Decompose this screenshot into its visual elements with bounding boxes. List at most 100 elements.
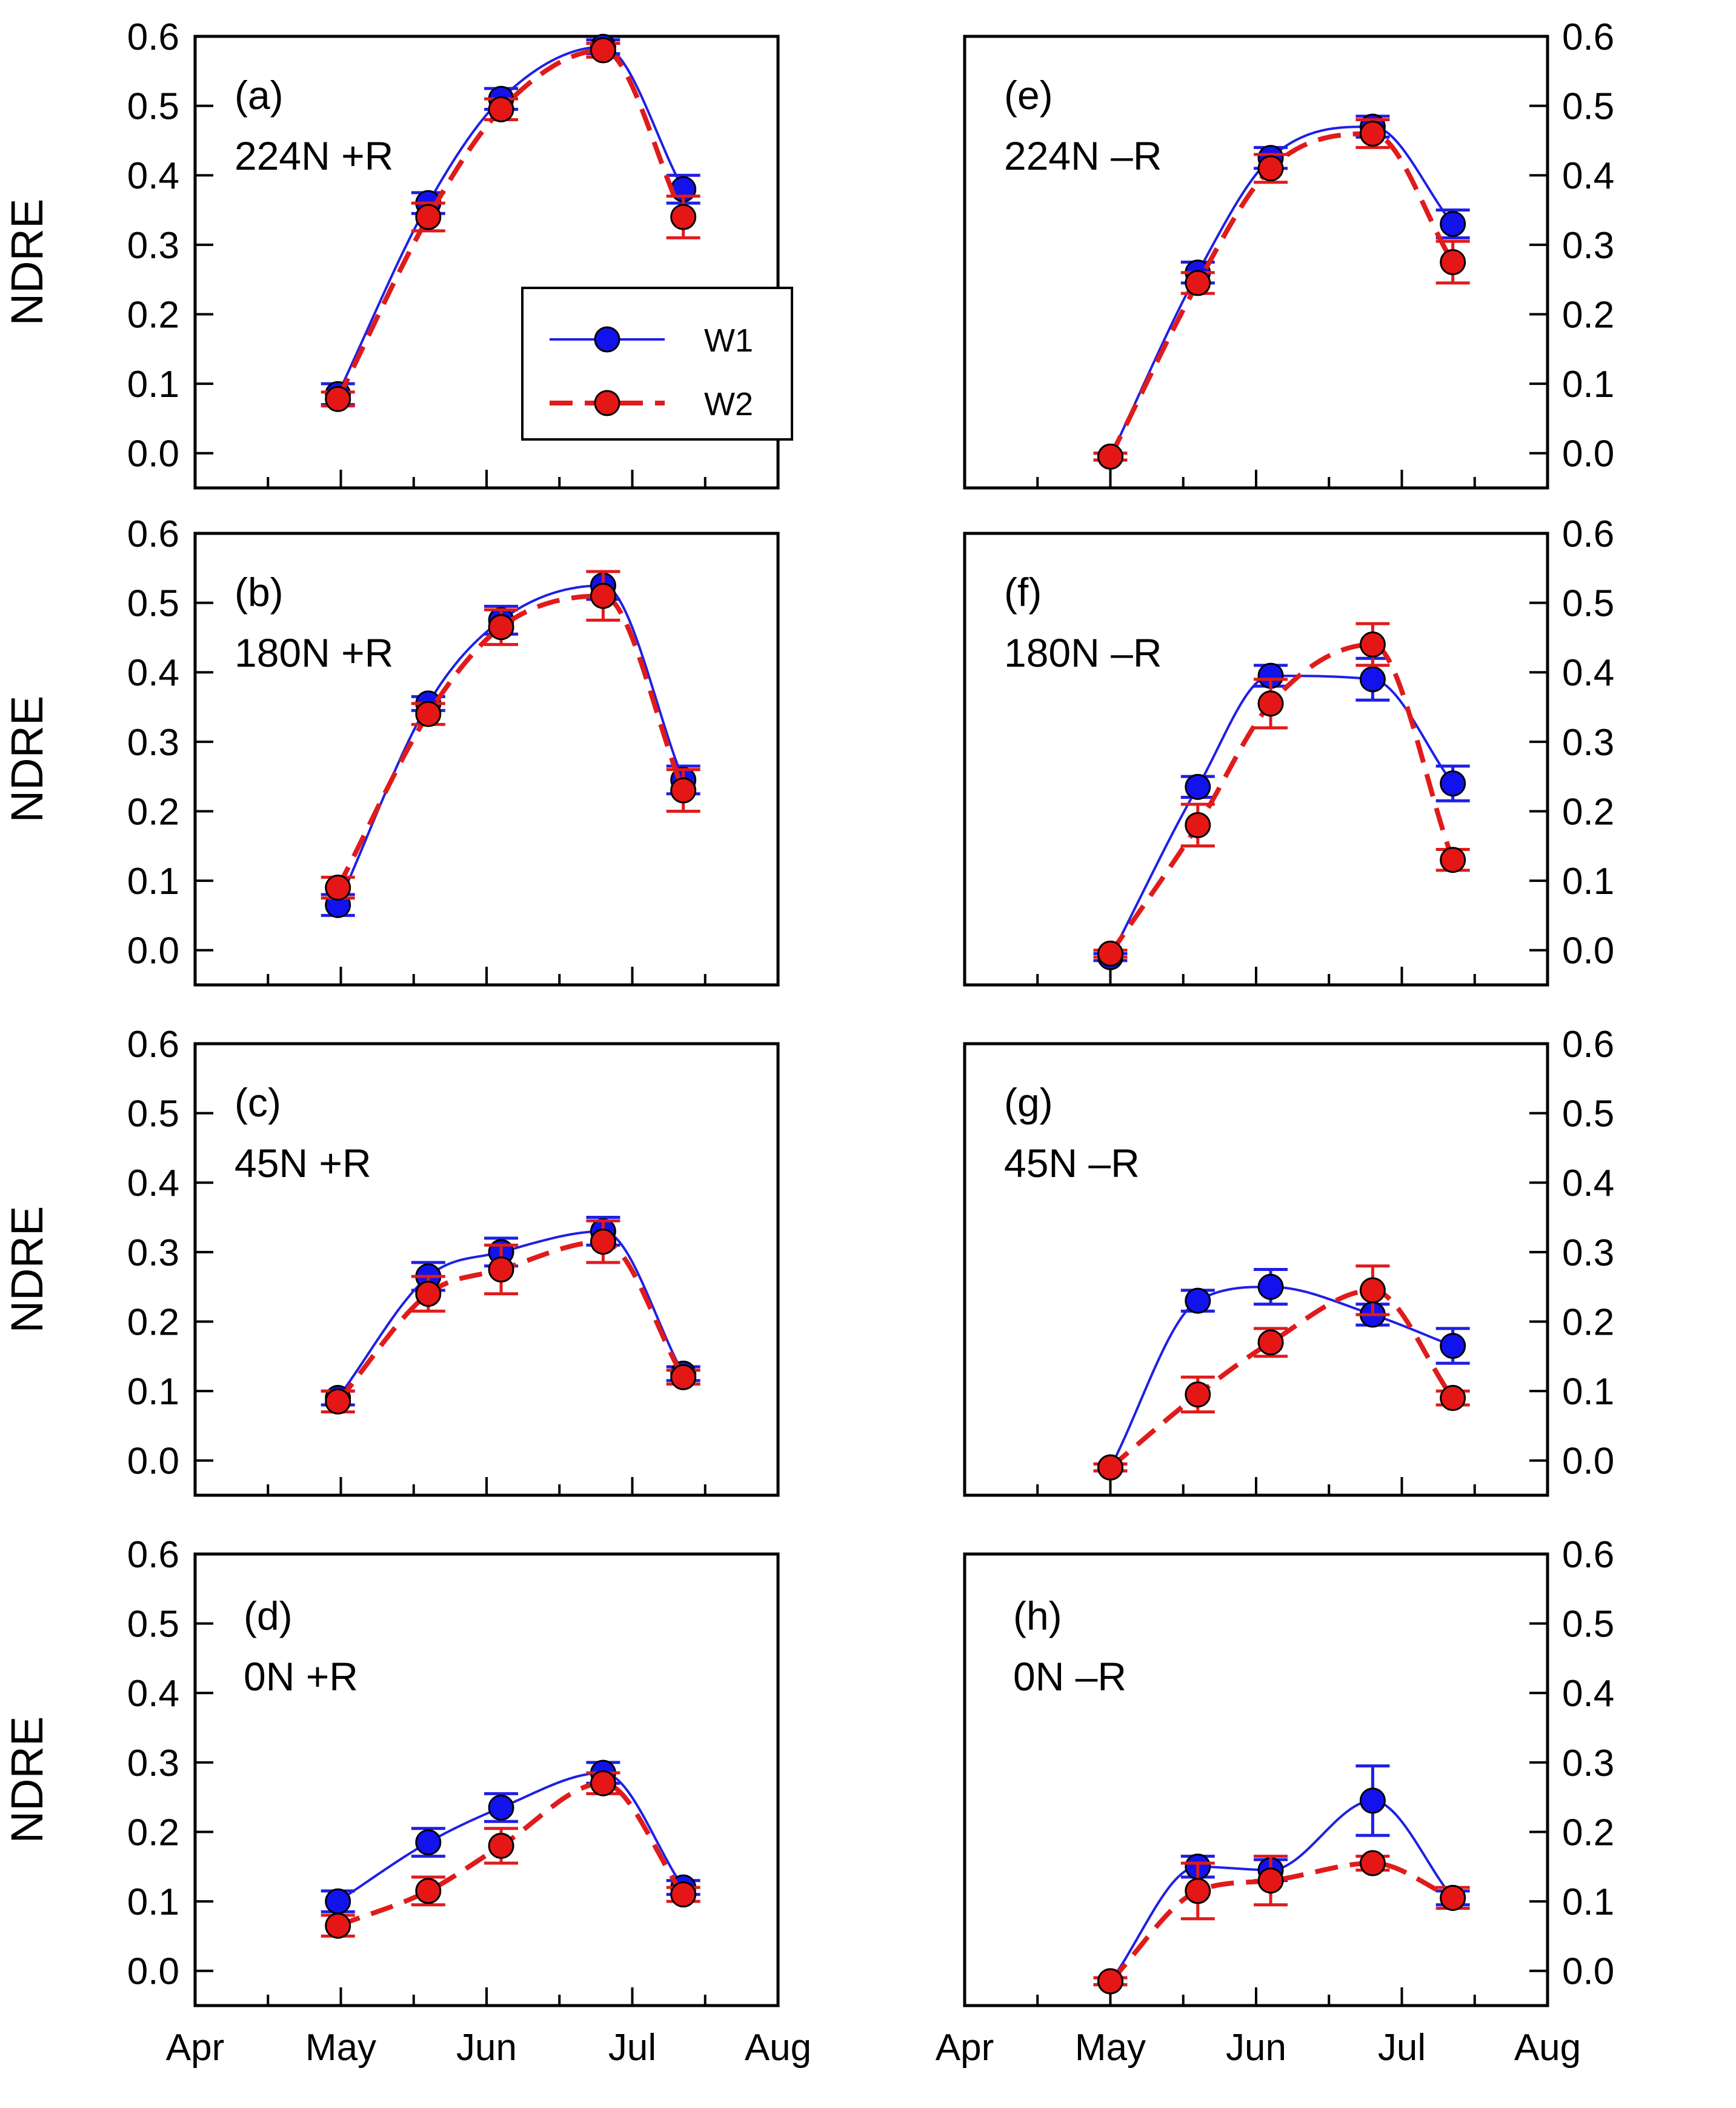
series-w1 xyxy=(1093,1268,1470,1481)
panel-label: (f) xyxy=(1004,570,1042,615)
y-tick-label: 0.0 xyxy=(127,1951,179,1993)
y-tick-label: 0.1 xyxy=(127,1881,179,1923)
y-tick-label: 0.1 xyxy=(127,1371,179,1413)
panel-label: (d) xyxy=(244,1593,293,1638)
y-tick-label: 0.2 xyxy=(127,1812,179,1853)
data-point xyxy=(1440,1333,1466,1359)
y-tick-label: 0.3 xyxy=(1562,225,1614,267)
y-axis-title: NDRE xyxy=(2,696,52,823)
y-tick-label: 0.4 xyxy=(127,155,179,197)
y-tick-label: 0.6 xyxy=(1562,16,1614,58)
data-point xyxy=(1440,770,1466,797)
y-tick-label: 0.2 xyxy=(127,294,179,336)
data-point xyxy=(1097,1968,1123,1995)
data-point xyxy=(488,96,514,122)
y-tick-label: 0.1 xyxy=(1562,364,1614,405)
data-point xyxy=(1359,631,1386,658)
y-tick-label: 0.3 xyxy=(127,722,179,764)
y-tick-label: 0.6 xyxy=(1562,1534,1614,1576)
y-tick-label: 0.2 xyxy=(127,1301,179,1343)
panel-label: (h) xyxy=(1013,1593,1062,1638)
legend-label: W1 xyxy=(704,322,753,359)
series-w2 xyxy=(321,570,700,901)
series-w2 xyxy=(1093,1264,1470,1481)
data-point xyxy=(1440,1385,1466,1412)
series-line xyxy=(337,1781,685,1928)
y-tick-label: 0.1 xyxy=(1562,861,1614,902)
data-point xyxy=(1359,1850,1386,1876)
data-point xyxy=(590,37,616,64)
y-tick-label: 0.3 xyxy=(127,225,179,267)
data-point xyxy=(1097,940,1123,967)
data-point xyxy=(1185,812,1211,838)
series-w2 xyxy=(1093,118,1470,470)
y-tick-label: 0.0 xyxy=(127,1441,179,1483)
y-tick-label: 0.2 xyxy=(1562,1301,1614,1343)
y-axis-title: NDRE xyxy=(2,1716,52,1844)
data-point xyxy=(1440,249,1466,275)
data-point xyxy=(325,1388,351,1415)
data-point xyxy=(325,875,351,901)
series-line xyxy=(336,593,686,889)
panel-f: 0.0 0.1 0.2 0.3 0.4 0.5 0.6 (f) 180N –R xyxy=(963,513,1614,987)
y-tick-label: 0.0 xyxy=(1562,1441,1614,1483)
x-tick-label: Jul xyxy=(608,2027,656,2069)
data-point xyxy=(1257,1867,1284,1894)
x-tick-label: Aug xyxy=(745,2027,811,2069)
panel-frame xyxy=(193,1042,780,1497)
series-w2 xyxy=(1093,622,1470,967)
y-tick-label: 0.6 xyxy=(1562,1024,1614,1066)
panel-b: 0.0 0.1 0.2 0.3 0.4 0.5 0.6 NDRE (b) 180N +R xyxy=(2,513,780,987)
treatment-label: 180N +R xyxy=(234,630,393,675)
x-tick-label: Apr xyxy=(936,2027,994,2069)
data-point xyxy=(325,385,351,412)
data-point xyxy=(488,1832,514,1859)
data-point xyxy=(325,1888,351,1915)
y-tick-label: 0.4 xyxy=(1562,1162,1614,1204)
data-point xyxy=(1359,1277,1386,1304)
y-tick-label: 0.1 xyxy=(127,364,179,405)
data-point xyxy=(1257,1329,1284,1356)
legend: W1 W2 xyxy=(521,287,793,441)
y-tick-label: 0.3 xyxy=(1562,722,1614,764)
y-tick-label: 0.6 xyxy=(127,513,179,555)
treatment-label: 45N +R xyxy=(234,1141,371,1186)
data-point xyxy=(670,1364,697,1390)
treatment-label: 224N –R xyxy=(1004,133,1162,178)
panel-a: 0.0 0.1 0.2 0.3 0.4 0.5 0.6 NDRE (a) 224N +R W1 W2 xyxy=(2,16,793,490)
panel-frame xyxy=(963,532,1549,987)
y-tick-label: 0.4 xyxy=(127,1673,179,1715)
series-w2 xyxy=(321,1770,700,1939)
legend-marker xyxy=(594,326,620,353)
y-tick-label: 0.5 xyxy=(1562,1604,1614,1646)
y-tick-label: 0.5 xyxy=(127,583,179,625)
y-tick-label: 0.3 xyxy=(1562,1743,1614,1784)
data-point xyxy=(1185,773,1211,800)
data-point xyxy=(1097,1454,1123,1481)
x-tick-label: Apr xyxy=(166,2027,224,2069)
y-tick-label: 0.4 xyxy=(1562,652,1614,694)
x-tick-label: Jul xyxy=(1378,2027,1426,2069)
data-point xyxy=(415,1829,442,1856)
y-tick-label: 0.0 xyxy=(127,433,179,475)
y-tick-label: 0.6 xyxy=(127,1024,179,1066)
data-point xyxy=(415,204,442,230)
data-point xyxy=(415,1878,442,1904)
data-point xyxy=(488,1256,514,1282)
data-point xyxy=(1440,1884,1466,1911)
x-tick-label: May xyxy=(305,2027,376,2069)
y-tick-label: 0.4 xyxy=(1562,1673,1614,1715)
y-tick-label: 0.6 xyxy=(127,16,179,58)
data-point xyxy=(1359,1787,1386,1814)
data-point xyxy=(1257,1273,1284,1300)
data-point xyxy=(1185,1381,1211,1408)
treatment-label: 0N –R xyxy=(1013,1654,1126,1699)
y-tick-label: 0.5 xyxy=(127,1604,179,1646)
y-tick-label: 0.0 xyxy=(1562,433,1614,475)
y-tick-label: 0.6 xyxy=(1562,513,1614,555)
legend-label: W2 xyxy=(704,386,753,422)
data-point xyxy=(1185,1878,1211,1904)
y-tick-label: 0.5 xyxy=(127,86,179,128)
panel-label: (g) xyxy=(1004,1080,1053,1125)
